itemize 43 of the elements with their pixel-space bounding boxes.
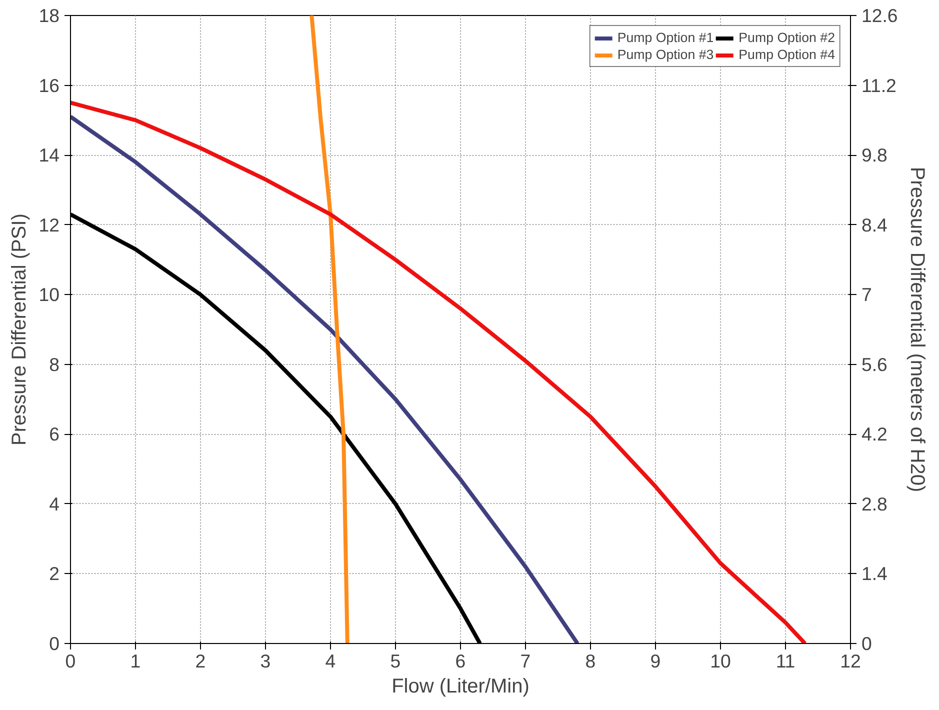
legend-label: Pump Option #4 <box>738 47 835 62</box>
x-tick-label: 7 <box>520 650 531 672</box>
y2-tick-label: 11.2 <box>862 74 896 96</box>
y2-tick-label: 1.4 <box>862 563 888 584</box>
y2-tick-label: 4.2 <box>862 424 888 445</box>
legend-label: Pump Option #1 <box>617 30 714 45</box>
legend-label: Pump Option #2 <box>738 30 835 45</box>
x-tick-label: 11 <box>776 650 796 672</box>
y2-tick-label: 5.6 <box>862 354 888 375</box>
y-tick-label: 2 <box>49 563 60 584</box>
y2-tick-label: 7 <box>862 284 872 306</box>
y-tick-label: 18 <box>38 5 60 26</box>
y-tick-label: 10 <box>38 284 60 306</box>
line-series <box>70 100 807 644</box>
y2-tick-label: 9.8 <box>862 144 888 166</box>
x-axis-title: Flow (Liter/Min) <box>392 676 530 698</box>
y-tick-label: 6 <box>49 424 60 445</box>
x-tick-label: 2 <box>195 650 206 672</box>
y-axis-title: Pressure Differential (PSI) <box>8 214 31 446</box>
x-tick-label: 9 <box>650 650 661 672</box>
x-tick-label: 4 <box>325 650 336 672</box>
y-tick-label: 12 <box>38 214 60 236</box>
x-tick-label: 6 <box>455 650 466 672</box>
legend-label: Pump Option #3 <box>617 47 714 62</box>
x-tick-label: 0 <box>65 650 76 672</box>
y-tick-label: 16 <box>38 74 60 96</box>
line-series <box>70 114 580 644</box>
y2-tick-label: 0 <box>862 633 872 654</box>
x-tick-label: 8 <box>585 650 596 672</box>
y2-axis-title: Pressure Differential (meters of H20) <box>906 166 928 492</box>
x-tick-label: 10 <box>710 650 731 672</box>
y-tick-label: 0 <box>49 633 60 654</box>
line-series <box>310 16 350 644</box>
y2-tick-label: 12.6 <box>862 5 898 26</box>
y2-tick-label: 2.8 <box>862 493 888 514</box>
x-tick-label: 3 <box>260 650 271 672</box>
y-tick-label: 8 <box>49 354 60 375</box>
y-tick-label: 14 <box>38 144 60 166</box>
x-tick-label: 1 <box>130 650 141 672</box>
x-tick-label: 12 <box>840 650 861 672</box>
y-tick-label: 4 <box>49 493 60 514</box>
x-tick-label: 5 <box>390 650 401 672</box>
y2-tick-label: 8.4 <box>862 214 888 236</box>
